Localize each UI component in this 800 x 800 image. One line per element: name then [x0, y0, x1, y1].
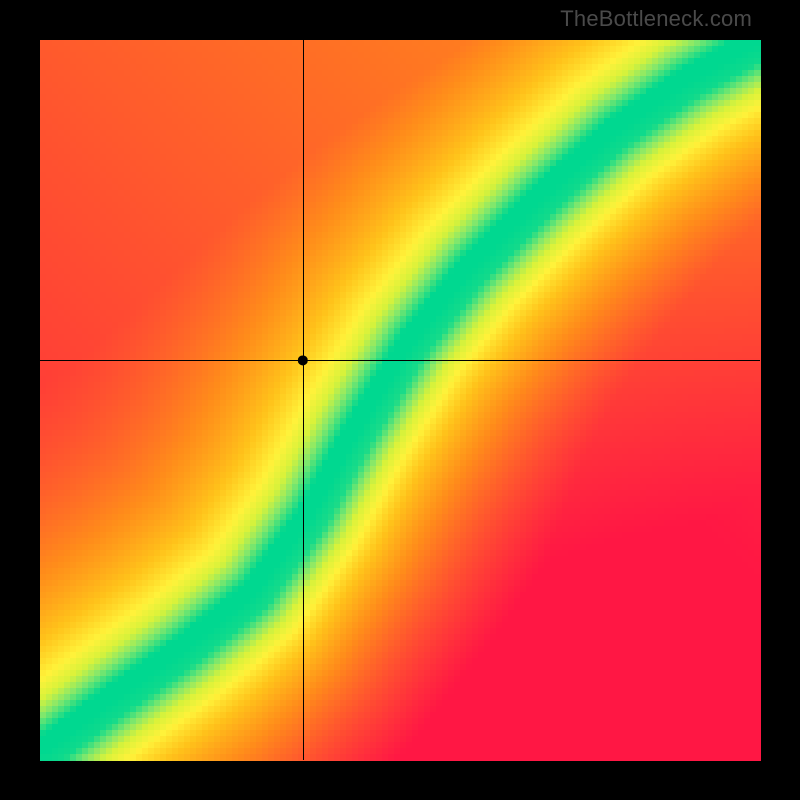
chart-container: TheBottleneck.com: [0, 0, 800, 800]
watermark-text: TheBottleneck.com: [560, 6, 752, 32]
overlay-canvas: [0, 0, 800, 800]
